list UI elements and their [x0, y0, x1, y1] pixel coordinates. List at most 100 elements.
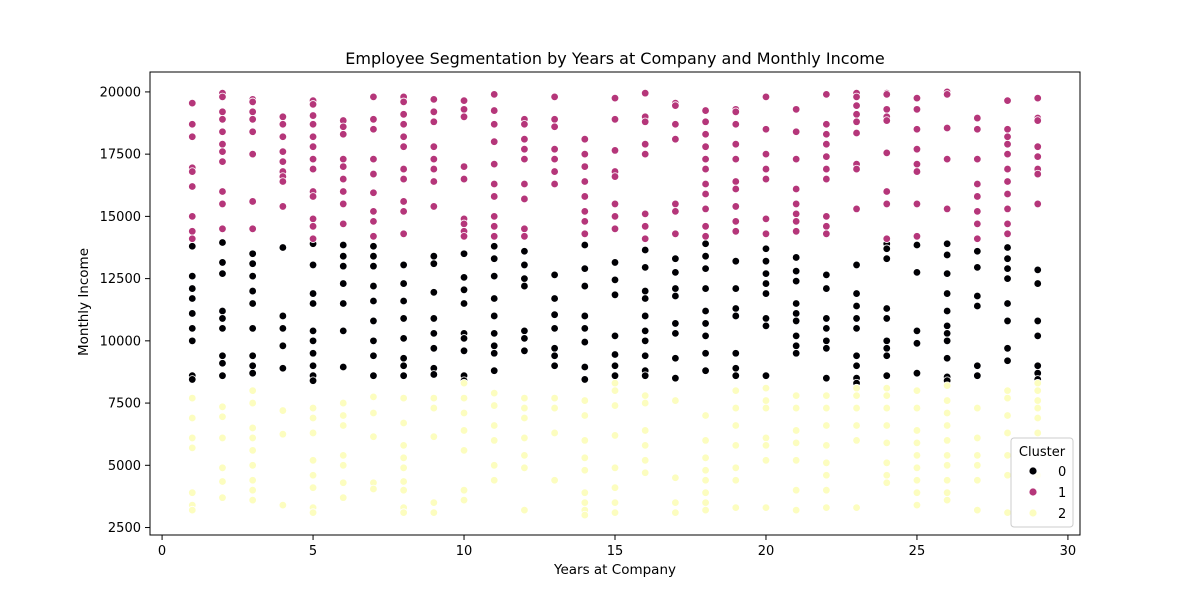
data-point: [308, 132, 318, 141]
data-point: [1033, 152, 1042, 161]
data-point: [822, 152, 831, 161]
data-points: [188, 87, 1042, 520]
data-point: [369, 154, 378, 164]
data-point: [339, 162, 348, 171]
data-point: [248, 259, 257, 268]
legend-marker: [1028, 508, 1038, 518]
data-point: [248, 299, 257, 308]
legend-marker: [1028, 466, 1038, 476]
data-point: [973, 234, 982, 243]
data-point: [248, 224, 257, 234]
data-point: [640, 263, 650, 272]
data-point: [791, 456, 801, 465]
data-point: [640, 245, 650, 255]
data-point: [761, 321, 771, 331]
data-point: [701, 189, 710, 199]
data-point: [640, 468, 650, 477]
data-point: [339, 421, 348, 430]
data-point: [731, 120, 740, 129]
x-tick-label: 0: [158, 544, 166, 559]
data-point: [731, 177, 740, 186]
data-point: [852, 383, 861, 393]
data-point: [671, 135, 680, 144]
data-point: [490, 388, 499, 398]
data-point: [429, 288, 439, 297]
data-point: [248, 446, 257, 455]
data-point: [520, 281, 529, 291]
data-point: [973, 433, 982, 443]
data-point: [339, 279, 348, 288]
data-point: [399, 164, 408, 174]
data-point: [822, 421, 831, 430]
data-point: [188, 242, 197, 251]
data-point: [1033, 413, 1042, 423]
data-point: [580, 264, 590, 273]
data-point: [731, 476, 740, 485]
data-point: [399, 120, 408, 129]
data-point: [369, 115, 378, 124]
data-point: [822, 284, 831, 293]
data-point: [882, 314, 891, 323]
data-point: [610, 290, 620, 299]
data-point: [188, 120, 197, 129]
data-point: [520, 433, 529, 443]
data-point: [1003, 274, 1012, 283]
data-point: [520, 346, 529, 355]
data-point: [369, 484, 378, 494]
data-point: [278, 202, 288, 211]
data-point: [973, 371, 982, 380]
data-point: [429, 314, 439, 323]
data-point: [791, 154, 801, 164]
data-point: [339, 451, 348, 460]
data-point: [761, 125, 771, 134]
data-point: [1003, 299, 1012, 308]
data-point: [278, 177, 288, 186]
data-point: [791, 217, 801, 226]
data-point: [218, 115, 227, 124]
data-point: [671, 284, 680, 293]
data-point: [369, 232, 378, 241]
data-point: [610, 199, 620, 209]
data-point: [761, 314, 771, 323]
data-point: [369, 242, 378, 251]
data-point: [761, 503, 771, 512]
data-point: [369, 125, 378, 134]
data-point: [308, 349, 318, 358]
data-point: [550, 115, 559, 124]
data-point: [459, 346, 469, 355]
data-point: [701, 232, 710, 241]
data-point: [339, 174, 348, 184]
data-point: [278, 364, 288, 373]
data-point: [671, 291, 680, 301]
data-point: [731, 107, 740, 117]
data-point: [580, 362, 590, 372]
data-point: [429, 142, 439, 151]
data-point: [339, 240, 348, 250]
data-point: [580, 217, 590, 226]
data-point: [1003, 393, 1012, 403]
data-point: [580, 281, 590, 291]
data-point: [399, 361, 408, 370]
data-point: [188, 443, 197, 453]
data-point: [580, 311, 590, 321]
data-point: [731, 184, 740, 194]
data-point: [580, 396, 590, 405]
data-point: [248, 271, 257, 281]
data-point: [610, 350, 620, 359]
data-point: [188, 433, 197, 443]
data-point: [701, 252, 710, 261]
x-tick-label: 25: [909, 544, 926, 559]
data-point: [218, 371, 227, 380]
data-point: [1003, 471, 1012, 480]
data-point: [701, 488, 710, 497]
data-point: [580, 488, 590, 497]
data-point: [942, 436, 952, 445]
data-point: [550, 154, 559, 164]
data-point: [520, 120, 529, 129]
data-point: [308, 508, 318, 517]
data-point: [822, 344, 831, 353]
data-point: [1003, 254, 1012, 263]
data-point: [399, 371, 408, 380]
data-point: [882, 254, 891, 263]
data-point: [308, 413, 318, 423]
